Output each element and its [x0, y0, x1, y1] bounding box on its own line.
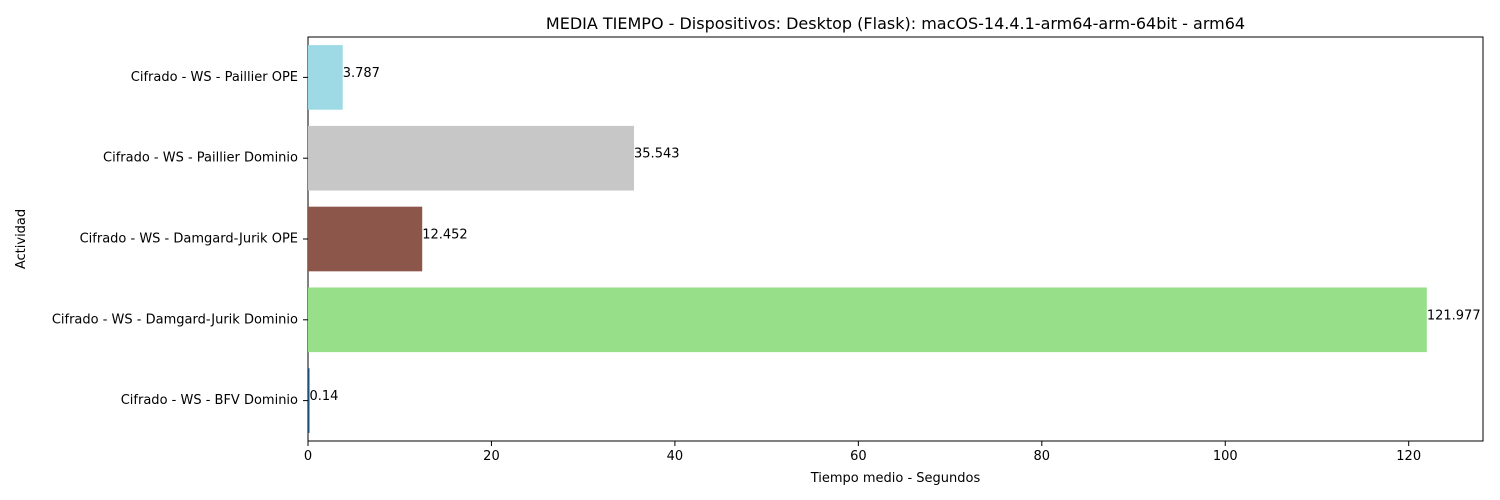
y-tick-label-5: Cifrado - WS - Paillier OPE	[131, 70, 298, 85]
bar-5	[308, 45, 343, 110]
y-tick-label-1: Cifrado - WS - BFV Dominio	[121, 393, 298, 408]
y-axis-label: Actividad	[14, 209, 29, 269]
x-tick-label-20: 20	[483, 449, 500, 464]
bar-2	[308, 287, 1427, 353]
value-labels-group: 0.14 121.977 12.452 35.543 3.787	[310, 66, 1481, 404]
value-label-5: 3.787	[343, 66, 380, 81]
y-tick-label-2: Cifrado - WS - Damgard-Jurik Dominio	[52, 312, 298, 327]
x-tick-label-60: 60	[850, 449, 867, 464]
y-tick-label-3: Cifrado - WS - Damgard-Jurik OPE	[80, 232, 298, 247]
value-label-4: 35.543	[634, 147, 680, 162]
plot-area	[307, 36, 1484, 442]
y-tick-label-4: Cifrado - WS - Paillier Dominio	[103, 151, 298, 166]
y-axis: Cifrado - WS - BFV Dominio Cifrado - WS -…	[52, 70, 308, 408]
x-tick-label-40: 40	[667, 449, 684, 464]
x-axis: 0 20 40 60 80 100 120	[304, 441, 1421, 464]
x-tick-label-100: 100	[1213, 449, 1238, 464]
value-label-1: 0.14	[310, 389, 339, 404]
x-tick-label-0: 0	[304, 449, 312, 464]
value-label-3: 12.452	[422, 228, 468, 243]
x-axis-label: Tiempo medio - Segundos	[810, 471, 981, 486]
bar-1	[308, 368, 310, 433]
bar-3	[308, 206, 423, 272]
value-label-2: 121.977	[1427, 308, 1481, 323]
x-tick-label-80: 80	[1034, 449, 1051, 464]
bars-group	[308, 45, 1427, 433]
chart-title: MEDIA TIEMPO - Dispositivos: Desktop (Fl…	[546, 14, 1245, 33]
x-tick-label-120: 120	[1396, 449, 1421, 464]
bar-4	[308, 125, 635, 191]
